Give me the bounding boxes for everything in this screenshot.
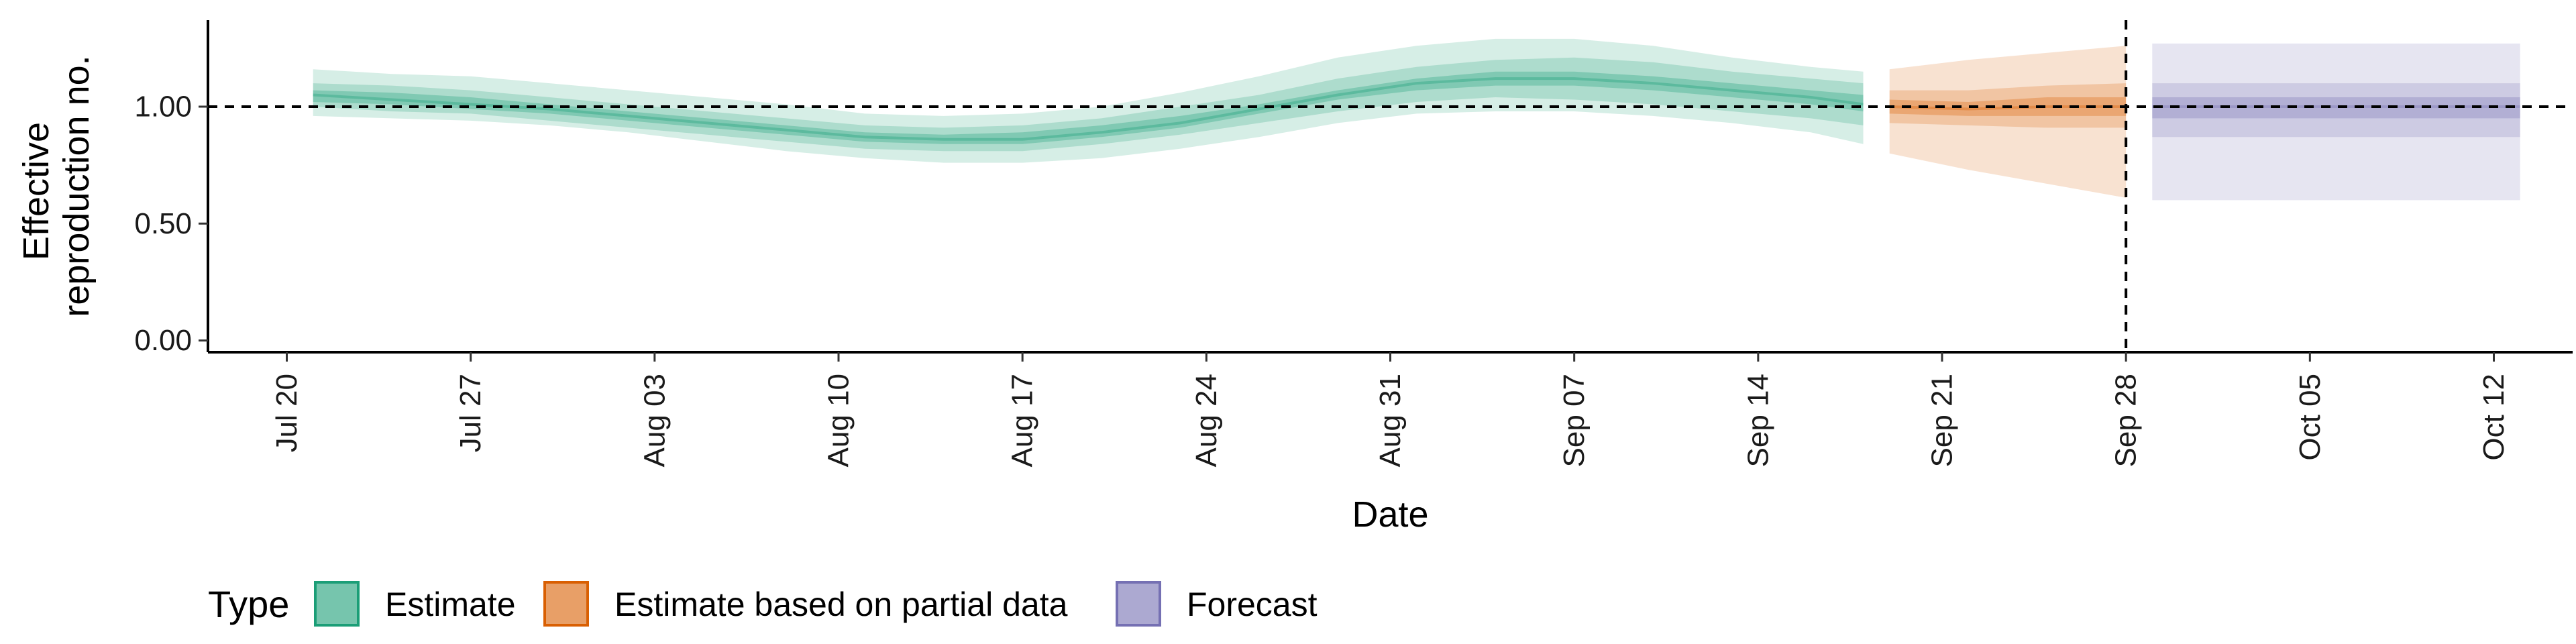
bands-layer	[313, 38, 2520, 201]
legend-key-partial	[543, 581, 589, 627]
legend-item-forecast: Forecast	[1116, 581, 1318, 627]
x-tick-label: Sep 28	[2110, 374, 2143, 467]
forecast-band-90	[2152, 43, 2520, 201]
x-tick-label: Aug 17	[1006, 374, 1039, 467]
x-tick-label: Aug 24	[1190, 374, 1223, 467]
legend-key-estimate	[314, 581, 360, 627]
x-axis-title: Date	[1352, 494, 1428, 535]
legend-label-estimate: Estimate	[385, 586, 516, 623]
x-tick-label: Jul 20	[270, 374, 303, 452]
estimate-band-25	[313, 71, 1864, 144]
y-tick-label: 1.00	[134, 90, 192, 123]
estimate-median-line	[313, 77, 1864, 141]
estimate-band-50	[313, 57, 1864, 152]
legend-key-forecast	[1116, 581, 1161, 627]
y-tick-label: 0.50	[134, 207, 192, 240]
y-axis-title-line-2: reproduction no.	[56, 55, 97, 317]
legend-label-forecast: Forecast	[1187, 586, 1318, 623]
x-tick-label: Oct 12	[2477, 374, 2510, 461]
legend-label-partial: Estimate based on partial data	[614, 586, 1068, 623]
x-tick-label: Sep 21	[1926, 374, 1959, 467]
x-tick-label: Sep 14	[1741, 374, 1774, 467]
legend: Type Estimate Estimate based on partial …	[208, 581, 1318, 627]
forecast-band-25	[2152, 97, 2520, 119]
x-axis-ticks: Jul 20 Jul 27 Aug 03 Aug 10 Aug 17 Aug 24 Aug …	[270, 352, 2510, 467]
y-axis-title: Effective reproduction no.	[16, 55, 97, 317]
legend-item-estimate: Estimate	[314, 581, 516, 627]
estimate-based-on-partial-data-band-90	[1889, 46, 2127, 198]
x-tick-label: Aug 03	[638, 374, 671, 467]
forecast-band-50	[2152, 83, 2520, 138]
x-tick-label: Aug 31	[1374, 374, 1407, 467]
reference-lines	[208, 20, 2573, 352]
x-tick-label: Sep 07	[1558, 374, 1591, 467]
y-tick-label: 0.00	[134, 324, 192, 357]
estimate-band-90	[313, 38, 1864, 163]
x-tick-label: Oct 05	[2294, 374, 2326, 461]
legend-title: Type	[208, 583, 289, 625]
x-tick-label: Aug 10	[822, 374, 855, 467]
y-axis-title-line-1: Effective	[16, 122, 56, 260]
y-axis-ticks: 0.00 0.50 1.00	[134, 90, 208, 357]
legend-item-partial: Estimate based on partial data	[543, 581, 1068, 627]
x-tick-label: Jul 27	[454, 374, 487, 452]
